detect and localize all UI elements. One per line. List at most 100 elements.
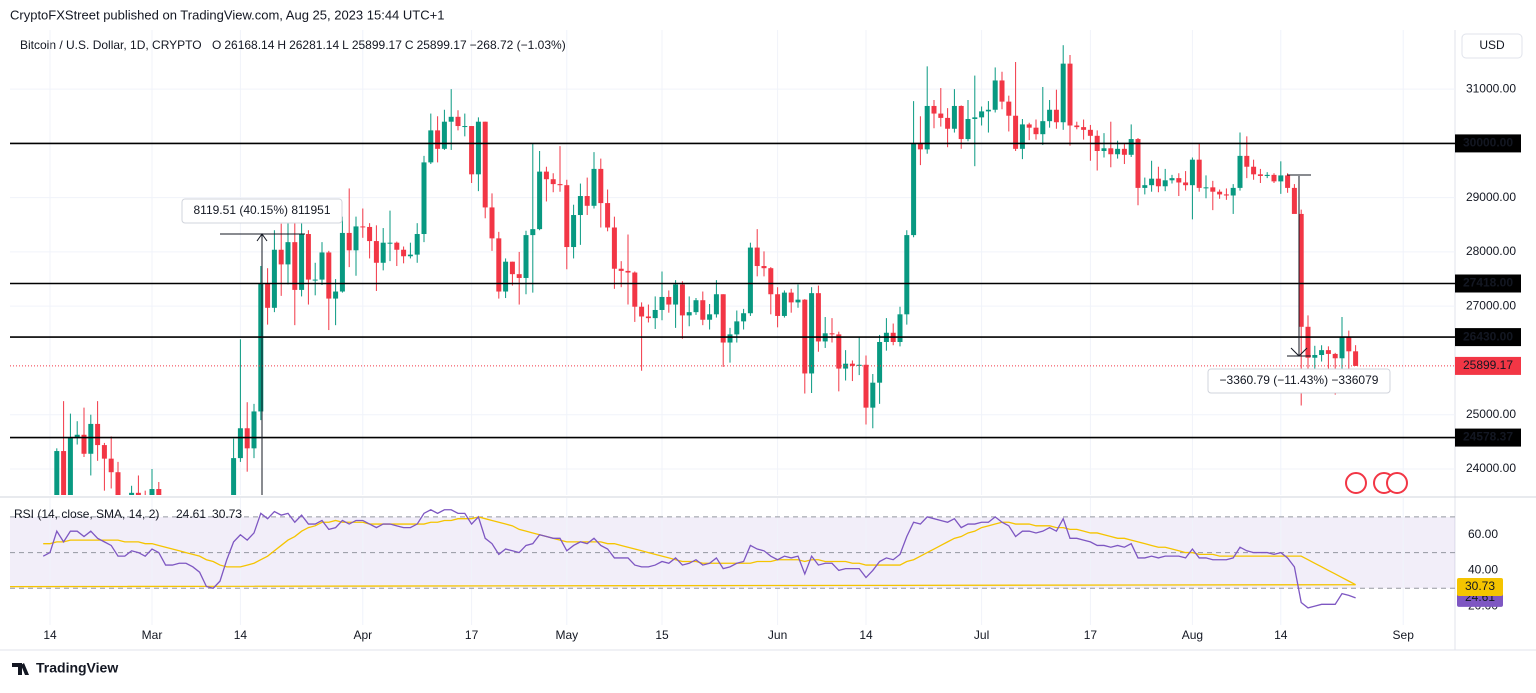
candle-body [326, 252, 332, 299]
candle-body [265, 283, 271, 308]
candle-body [693, 300, 699, 313]
candle-body [394, 242, 400, 250]
candle-body [1155, 178, 1161, 187]
scales: 24000.00 25000.00 27000.00 28000.00 29000.00… [43, 81, 1521, 642]
candle-body [1053, 109, 1059, 123]
candle-body [727, 334, 733, 343]
level-box [1455, 134, 1521, 153]
candle-body [74, 434, 80, 439]
candle-body [54, 451, 60, 495]
candle-body [67, 438, 73, 495]
candle-body [863, 364, 869, 408]
candle-body [550, 179, 556, 185]
candle-body [673, 284, 679, 305]
candle-body [1128, 139, 1134, 155]
measure-box [1207, 368, 1391, 394]
x-tick-label: May [555, 628, 578, 642]
measure-box [181, 198, 343, 224]
x-tick-label: Mar [142, 628, 163, 642]
candle-body [305, 234, 311, 280]
candle-body [462, 126, 468, 128]
ohlc-legend: C [405, 38, 414, 52]
candle-body [149, 489, 155, 495]
candle-body [530, 229, 536, 236]
flag-icon[interactable] [1386, 472, 1408, 494]
candle-body [1325, 350, 1331, 354]
candle-body [523, 235, 529, 278]
candle-body [1278, 175, 1284, 182]
candle-body [686, 312, 692, 316]
candle-body [747, 247, 753, 314]
candle-body [414, 234, 420, 255]
event-flags[interactable] [1345, 472, 1408, 494]
candle-body [1319, 350, 1325, 356]
candle-body [1203, 187, 1209, 189]
candle-body [482, 121, 488, 208]
logo-text: TradingView [36, 660, 118, 676]
candle-body [448, 116, 454, 122]
candle-body [1169, 178, 1175, 181]
x-tick-label: Jul [974, 628, 989, 642]
rsi-legend-value: 24.61 [176, 507, 206, 521]
candle-body [1006, 101, 1012, 116]
candle-body [1339, 337, 1345, 359]
candle-body [679, 284, 685, 316]
candle-body [278, 249, 284, 265]
candle-body [441, 121, 447, 149]
candle-body [333, 291, 339, 299]
candle-body [88, 423, 94, 454]
candle-body [1019, 124, 1025, 149]
candle-body [271, 249, 277, 308]
candle-body [754, 247, 760, 267]
x-tick-label: 15 [655, 628, 669, 642]
candle-body [958, 105, 964, 140]
ohlc-legend: 25899.17 [352, 38, 402, 52]
candle-body [1244, 155, 1250, 167]
candle-body [775, 294, 781, 316]
candle-body [1047, 109, 1053, 122]
candle-body [781, 292, 787, 316]
last-price-box [1455, 356, 1521, 375]
candle-body [1189, 159, 1195, 186]
candle-body [407, 254, 413, 257]
x-tick-label: Sep [1393, 628, 1415, 642]
candle-body [251, 411, 257, 449]
candle-body [877, 341, 883, 383]
level-box [1455, 428, 1521, 447]
candle-body [992, 80, 998, 110]
candle-body [1121, 148, 1127, 155]
candle-body [870, 382, 876, 408]
candle-body [809, 293, 815, 374]
candle-body [829, 333, 835, 335]
candle-body [843, 363, 849, 369]
level-label: 30000.00 [1463, 136, 1513, 150]
candle-body [1067, 63, 1073, 126]
candle-body [115, 472, 121, 495]
ohlc-legend: L [342, 38, 349, 52]
candle-body [367, 226, 373, 242]
candle-body [1183, 182, 1189, 186]
flag-icon[interactable] [1345, 472, 1367, 494]
candle-body [1176, 178, 1182, 183]
rsi-last-box [1457, 577, 1503, 596]
candle-body [741, 313, 747, 322]
candle-body [401, 249, 407, 257]
x-tick-label: Apr [353, 628, 372, 642]
x-tick-label: 14 [234, 628, 248, 642]
currency-box[interactable] [1461, 33, 1523, 59]
candle-body [101, 445, 107, 459]
candle-body [353, 226, 359, 251]
candle-body [652, 309, 658, 319]
level-label: 26430.00 [1463, 329, 1513, 343]
candle-body [836, 334, 842, 369]
candle-body [625, 270, 631, 273]
measure-arrow [1290, 347, 1308, 357]
rsi-title: RSI (14, close, SMA, 14, 2) [14, 507, 159, 521]
rsi-line [10, 516, 1356, 588]
measure-arrow [256, 233, 268, 242]
candle-body [605, 203, 611, 228]
ohlc-legend: 26281.14 [289, 38, 339, 52]
candle-body [61, 451, 67, 495]
candle-body [108, 458, 114, 473]
candle-body [1081, 127, 1087, 130]
